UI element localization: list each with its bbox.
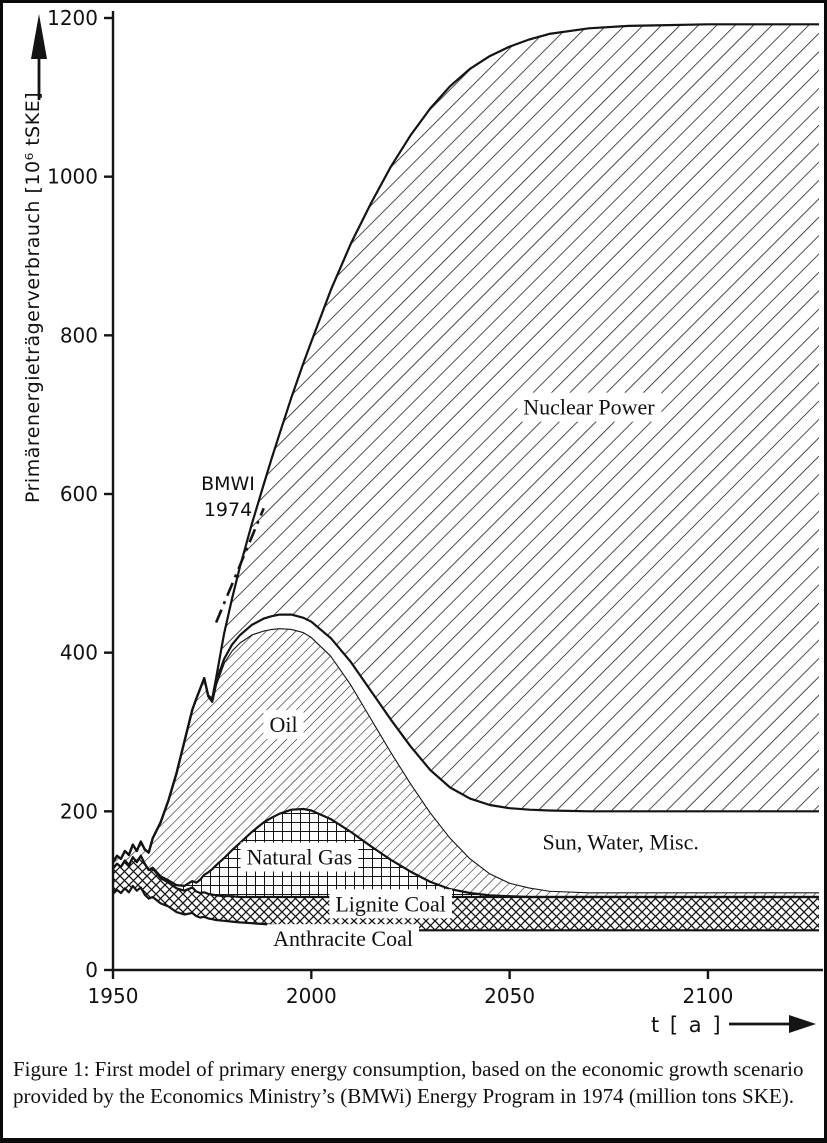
area-natural-gas	[113, 809, 819, 897]
boundary-nuclear-power	[112, 23, 819, 863]
area-lignite-coal	[113, 855, 819, 931]
bmwi-dashdot-line	[214, 507, 265, 624]
label-backing	[536, 827, 705, 857]
area-label-lignite-coal: Lignite Coal	[335, 891, 446, 916]
label-backing	[517, 392, 662, 422]
y-tick-label: 800	[60, 323, 98, 347]
y-axis-label: Primärenergieträgerverbrauch [10⁶ tSKE]	[22, 92, 44, 503]
y-tick-label: 600	[60, 482, 98, 506]
area-label-natural-gas: Natural Gas	[247, 844, 353, 869]
chart-area: 0 200 400 600 800 1000 1200 1950 2000 2050 2100 Nuc…	[3, 3, 824, 1048]
label-backing	[329, 889, 452, 919]
annotation-text: 1974	[204, 499, 252, 521]
label-backing	[240, 842, 359, 872]
y-tick-label: 0	[85, 958, 98, 982]
x-axis-arrow-icon	[729, 1015, 816, 1033]
area-label-sun-water-misc: Sun, Water, Misc.	[542, 829, 698, 854]
x-axis-label: t [ a ]	[651, 1013, 723, 1037]
area-oil	[113, 628, 819, 897]
figure-caption: Figure 1: First model of primary energy …	[13, 1057, 804, 1109]
bmwi-annotation: BMWI 1974	[201, 473, 265, 624]
x-tick-label: 1950	[88, 984, 139, 1008]
label-backing	[267, 924, 419, 954]
x-tick-label: 2000	[286, 984, 337, 1008]
y-tick-label: 1000	[47, 165, 98, 189]
x-tick-label: 2100	[682, 984, 733, 1008]
area-label-oil: Oil	[269, 712, 297, 737]
energy-consumption-chart: 0 200 400 600 800 1000 1200 1950 2000 2050 2100 Nuc…	[22, 6, 823, 1037]
label-backing	[263, 710, 304, 739]
area-label-anthracite-coal: Anthracite Coal	[273, 926, 413, 951]
y-tick-label: 200	[60, 799, 98, 823]
annotation-text: BMWI	[201, 473, 255, 495]
area-label-nuclear-power: Nuclear Power	[523, 395, 655, 420]
y-axis-arrow-icon	[31, 14, 47, 100]
y-tick-label: 400	[60, 641, 98, 665]
x-tick-label: 2050	[484, 984, 535, 1008]
y-tick-label: 1200	[47, 6, 98, 30]
area-sun-water-misc	[113, 614, 819, 893]
axes: 0 200 400 600 800 1000 1200 1950 2000 2050 2100	[47, 6, 823, 1008]
area-nuclear-power	[113, 24, 819, 863]
